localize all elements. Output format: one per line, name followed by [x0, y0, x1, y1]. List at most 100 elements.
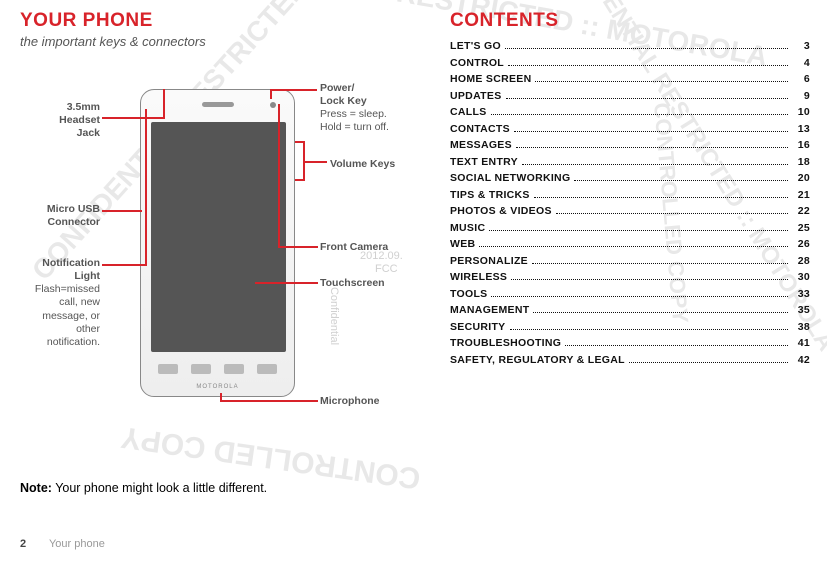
label-sub-line: Hold = turn off.	[320, 121, 389, 133]
pointer-line	[163, 89, 165, 117]
right-column: CONTENTS LET'S GO3CONTROL4HOME SCREEN6UP…	[450, 10, 810, 370]
toc-title: MANAGEMENT	[450, 304, 529, 316]
label-line: Front Camera	[320, 241, 388, 253]
nav-buttons	[151, 364, 284, 374]
toc-row: SOCIAL NETWORKING 20	[450, 172, 810, 184]
note-bold: Note:	[20, 481, 52, 495]
toc-dots	[510, 329, 789, 330]
toc-row: WEB26	[450, 238, 810, 250]
toc-row: WIRELESS30	[450, 271, 810, 283]
toc-dots	[479, 246, 788, 247]
label-line: Headset	[59, 114, 100, 126]
nav-btn	[191, 364, 211, 374]
toc-dots	[491, 296, 788, 297]
toc-page: 13	[792, 123, 810, 135]
toc-row: MUSIC 25	[450, 222, 810, 234]
nav-btn	[224, 364, 244, 374]
table-of-contents: LET'S GO3 CONTROL 4 HOME SCREEN 6 UPDATES 9 CAL…	[450, 40, 810, 366]
toc-title: MUSIC	[450, 222, 485, 234]
toc-row: MANAGEMENT35	[450, 304, 810, 316]
pointer-line	[220, 393, 222, 402]
left-heading: YOUR PHONE	[20, 10, 430, 32]
phone-screen	[151, 122, 286, 352]
toc-title: SOCIAL NETWORKING	[450, 172, 570, 184]
toc-row: SAFETY, REGULATORY & LEGAL 42	[450, 354, 810, 366]
toc-dots	[491, 114, 789, 115]
toc-page: 6	[792, 73, 810, 85]
footer-label: Your phone	[49, 538, 105, 550]
pointer-line	[270, 89, 317, 91]
toc-dots	[629, 362, 788, 363]
toc-page: 9	[792, 90, 810, 102]
toc-page: 18	[792, 156, 810, 168]
toc-page: 33	[792, 288, 810, 300]
label-line: Connector	[48, 216, 101, 228]
toc-title: TIPS & TRICKS	[450, 189, 530, 201]
left-column: YOUR PHONE the important keys & connecto…	[20, 10, 430, 495]
label-line: Microphone	[320, 395, 380, 407]
pointer-line	[255, 282, 318, 284]
phone-earpiece	[178, 98, 258, 116]
toc-page: 28	[792, 255, 810, 267]
toc-dots	[508, 65, 788, 66]
pointer-line	[278, 246, 318, 248]
toc-dots	[516, 147, 788, 148]
left-subtitle: the important keys & connectors	[20, 34, 430, 49]
toc-page: 4	[792, 57, 810, 69]
toc-row: TEXT ENTRY18	[450, 156, 810, 168]
toc-title: WEB	[450, 238, 475, 250]
nav-btn	[158, 364, 178, 374]
toc-row: SECURITY 38	[450, 321, 810, 333]
toc-dots	[565, 345, 788, 346]
pointer-line	[102, 264, 147, 266]
toc-page: 41	[792, 337, 810, 349]
label-micro-usb: Micro USB Connector	[20, 203, 100, 229]
toc-dots	[574, 180, 788, 181]
toc-title: SECURITY	[450, 321, 506, 333]
label-notification-light: Notification Light Flash=missed call, ne…	[20, 257, 100, 349]
label-line: Lock Key	[320, 95, 367, 107]
toc-row: HOME SCREEN 6	[450, 73, 810, 85]
toc-row: TROUBLESHOOTING41	[450, 337, 810, 349]
toc-dots	[532, 263, 788, 264]
label-volume-keys: Volume Keys	[330, 158, 395, 171]
pointer-line	[278, 104, 280, 248]
pointer-line	[220, 400, 318, 402]
toc-title: HOME SCREEN	[450, 73, 531, 85]
toc-dots	[489, 230, 788, 231]
motorola-logo: MOTOROLA	[196, 384, 238, 390]
toc-dots	[534, 197, 788, 198]
label-power-key: Power/ Lock Key Press = sleep. Hold = tu…	[320, 82, 389, 135]
label-line: Jack	[77, 127, 100, 139]
toc-dots	[533, 312, 788, 313]
toc-page: 25	[792, 222, 810, 234]
toc-page: 16	[792, 139, 810, 151]
toc-row: CONTROL 4	[450, 57, 810, 69]
toc-title: CONTROL	[450, 57, 504, 69]
pointer-line	[102, 117, 165, 119]
label-sub-line: notification.	[47, 336, 100, 348]
toc-page: 20	[792, 172, 810, 184]
toc-page: 30	[792, 271, 810, 283]
toc-title: SAFETY, REGULATORY & LEGAL	[450, 354, 625, 366]
toc-title: UPDATES	[450, 90, 502, 102]
toc-dots	[506, 98, 789, 99]
pointer-line	[305, 161, 327, 163]
label-headset-jack: 3.5mm Headset Jack	[20, 101, 100, 140]
label-sub-line: Press = sleep.	[320, 108, 387, 120]
toc-title: CALLS	[450, 106, 487, 118]
toc-row: LET'S GO3	[450, 40, 810, 52]
toc-page: 21	[792, 189, 810, 201]
toc-row: MESSAGES16	[450, 139, 810, 151]
toc-page: 22	[792, 205, 810, 217]
toc-dots	[535, 81, 788, 82]
phone-body: MOTOROLA	[140, 89, 295, 397]
toc-page: 42	[792, 354, 810, 366]
toc-page: 38	[792, 321, 810, 333]
note: Note: Your phone might look a little dif…	[20, 481, 430, 495]
label-touchscreen: Touchscreen	[320, 277, 385, 290]
label-line: Power/	[320, 82, 354, 94]
front-camera-dot	[270, 102, 276, 108]
toc-row: TIPS & TRICKS 21	[450, 189, 810, 201]
toc-title: LET'S GO	[450, 40, 501, 52]
